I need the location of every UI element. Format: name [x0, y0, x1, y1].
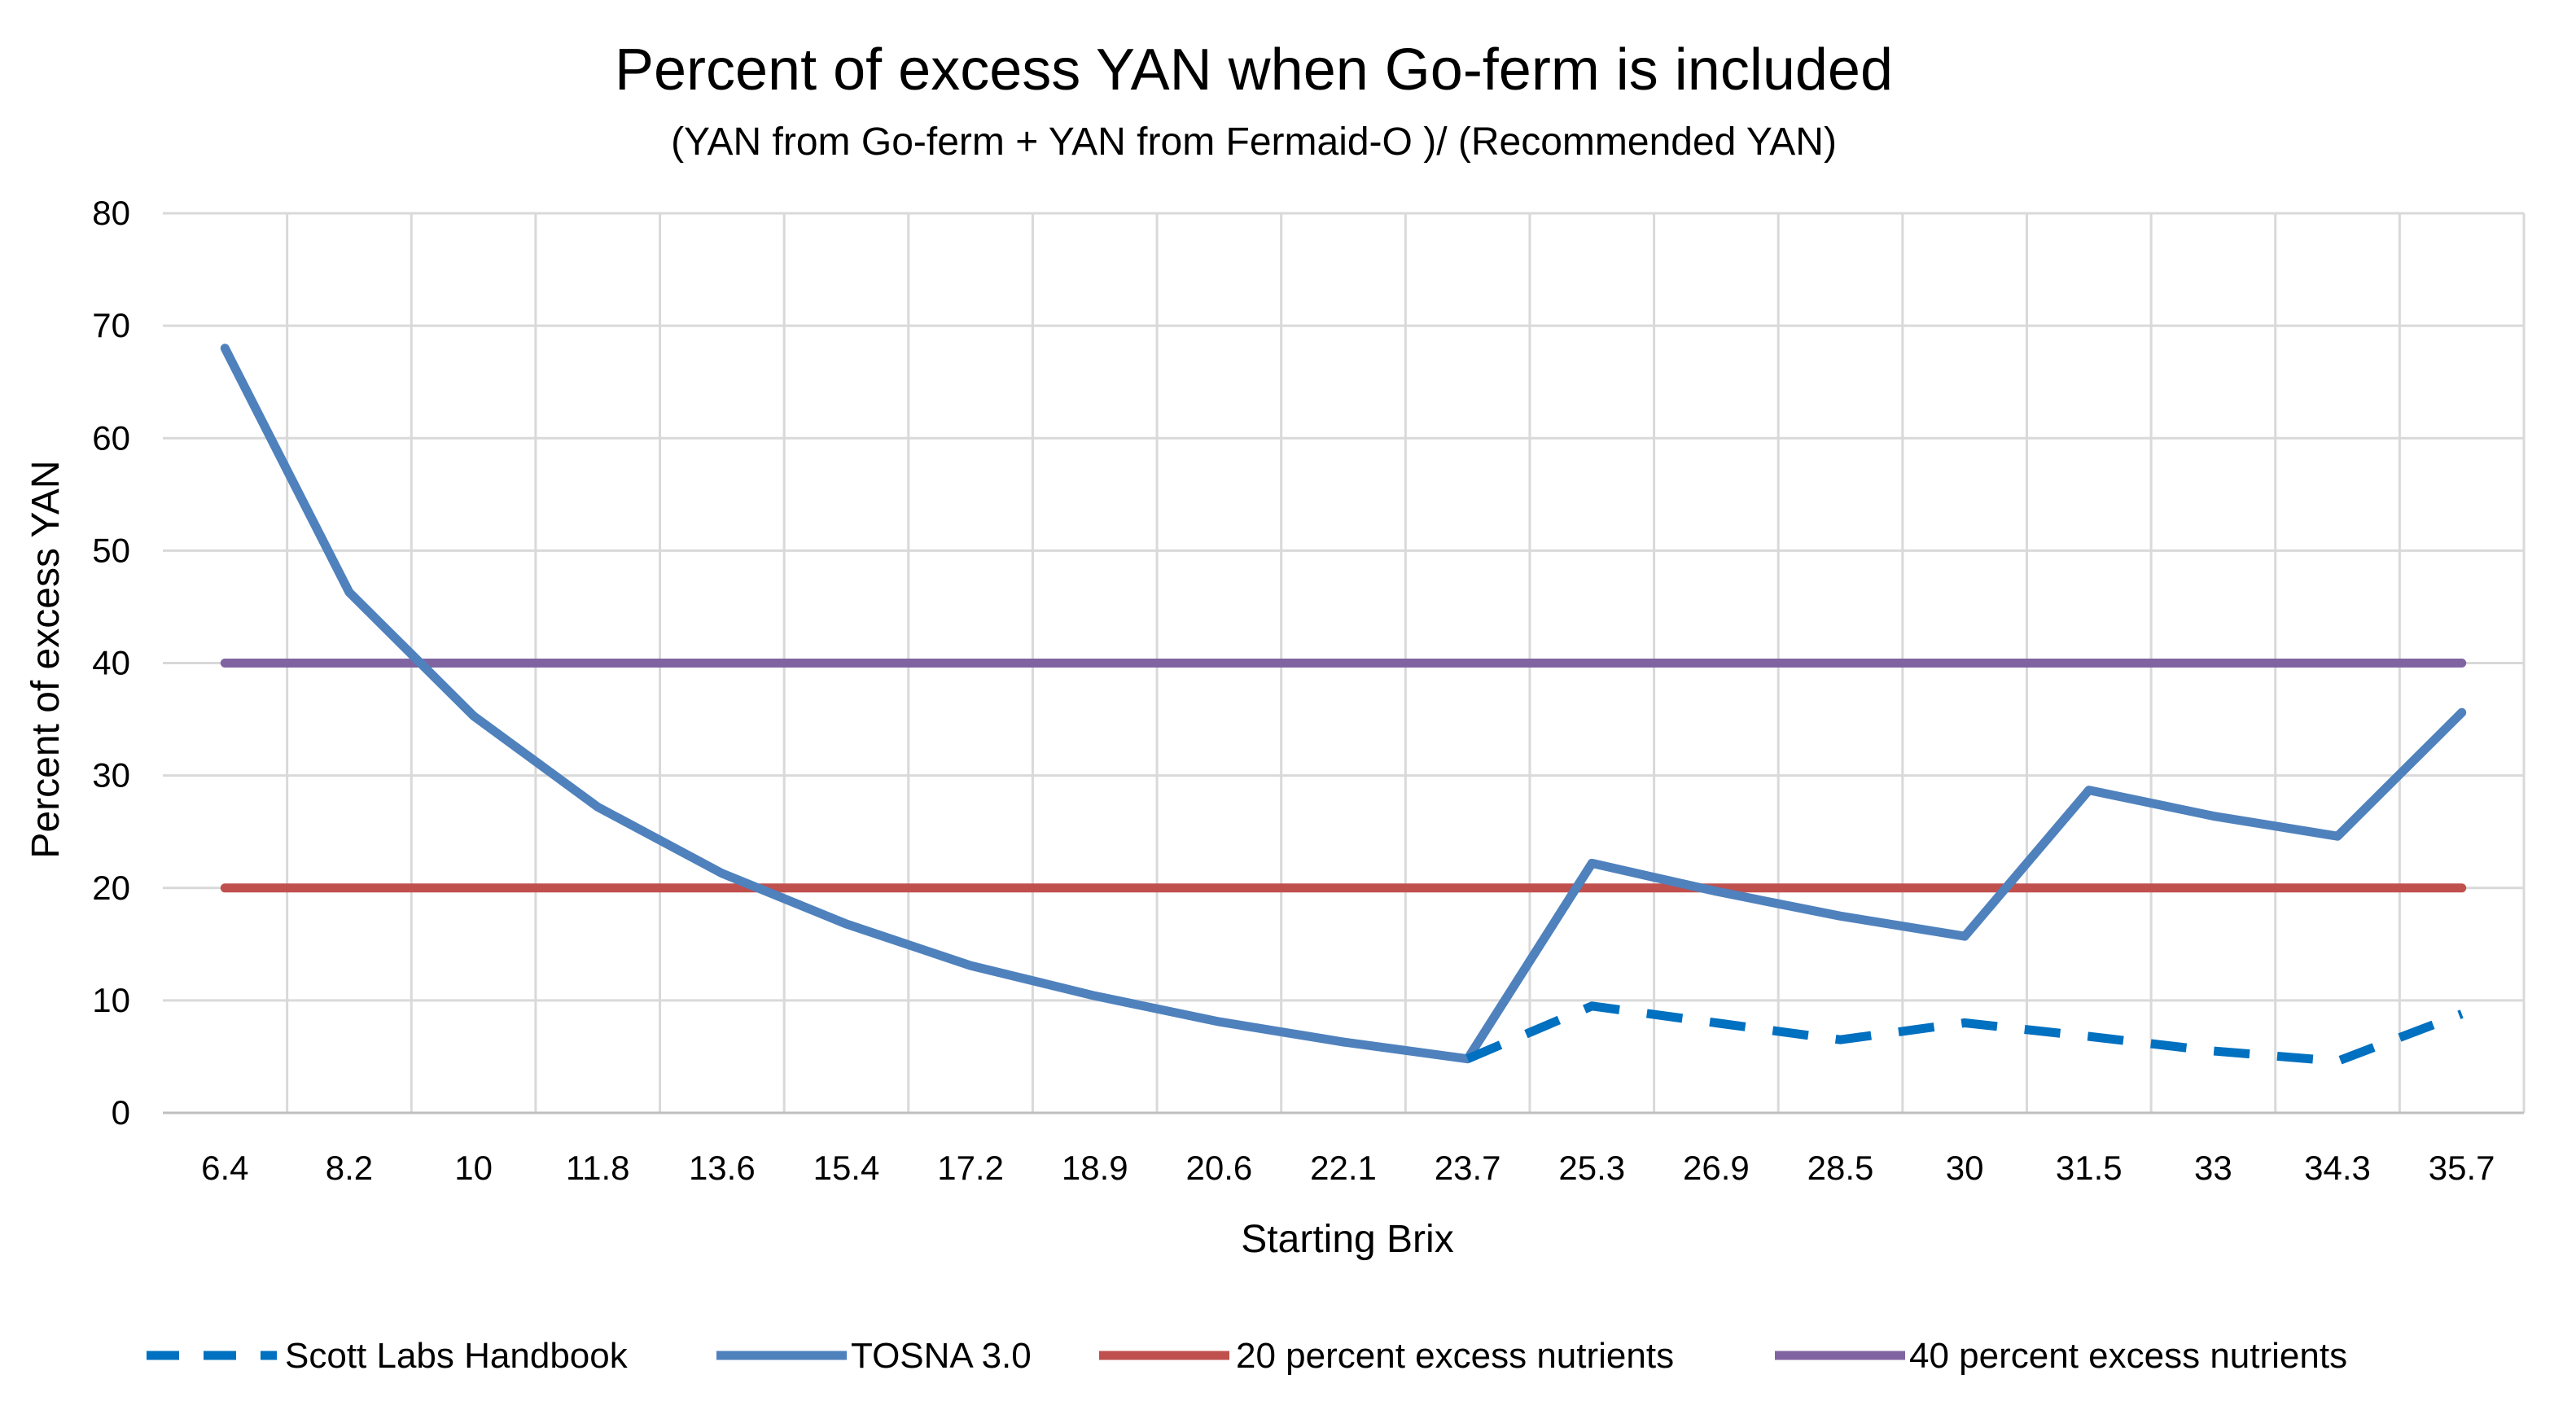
x-tick-label: 20.6	[1185, 1149, 1252, 1187]
x-axis-ticks: 6.4 8.2 10 11.8 13.6 15.4 17.2 18.9 20.6 22.1 23.7…	[201, 1149, 2495, 1187]
x-tick-label: 30	[1946, 1149, 1984, 1187]
y-tick-label: 70	[92, 306, 130, 344]
x-tick-label: 18.9	[1062, 1149, 1128, 1187]
x-tick-label: 15.4	[813, 1149, 880, 1187]
x-tick-label: 23.7	[1435, 1149, 1501, 1187]
x-tick-label: 28.5	[1807, 1149, 1874, 1187]
legend-label: 40 percent excess nutrients	[1909, 1336, 2347, 1376]
y-tick-label: 0	[112, 1093, 130, 1132]
x-tick-label: 31.5	[2056, 1149, 2123, 1187]
legend-label: 20 percent excess nutrients	[1236, 1336, 1674, 1376]
x-tick-label: 35.7	[2429, 1149, 2495, 1187]
y-tick-label: 20	[92, 869, 130, 907]
y-tick-label: 80	[92, 194, 130, 232]
legend-label: Scott Labs Handbook	[285, 1336, 629, 1376]
series-line-tosna-3-0	[220, 344, 2467, 1064]
x-tick-label: 10	[454, 1149, 493, 1187]
y-axis-ticks: 0 10 20 30 40 50 60 70 80	[92, 194, 130, 1132]
chart-title: Percent of excess YAN when Go-ferm is in…	[615, 37, 1893, 103]
x-tick-label: 26.9	[1683, 1149, 1750, 1187]
x-tick-label: 11.8	[566, 1149, 630, 1187]
y-axis-label: Percent of excess YAN	[24, 460, 68, 858]
legend-label: TOSNA 3.0	[851, 1336, 1032, 1376]
y-tick-label: 60	[92, 418, 130, 457]
series-line-scott-labs-handbook	[1465, 1001, 2464, 1066]
x-axis-label: Starting Brix	[1241, 1218, 1453, 1261]
x-tick-label: 25.3	[1558, 1149, 1625, 1187]
x-tick-label: 6.4	[201, 1149, 248, 1187]
x-tick-label: 17.2	[937, 1149, 1004, 1187]
chart-subtitle: (YAN from Go-ferm + YAN from Fermaid-O )…	[671, 120, 1837, 164]
y-tick-label: 40	[92, 644, 130, 682]
x-tick-label: 33	[2194, 1149, 2232, 1187]
y-tick-label: 10	[92, 981, 130, 1019]
x-tick-label: 34.3	[2304, 1149, 2371, 1187]
x-tick-label: 8.2	[326, 1149, 373, 1187]
y-tick-label: 30	[92, 756, 130, 795]
legend: Scott Labs Handbook TOSNA 3.0 20 percent e…	[147, 1336, 2347, 1376]
x-tick-label: 13.6	[689, 1149, 756, 1187]
series-lines	[220, 344, 2467, 1066]
x-tick-label: 22.1	[1310, 1149, 1377, 1187]
y-tick-label: 50	[92, 531, 130, 569]
